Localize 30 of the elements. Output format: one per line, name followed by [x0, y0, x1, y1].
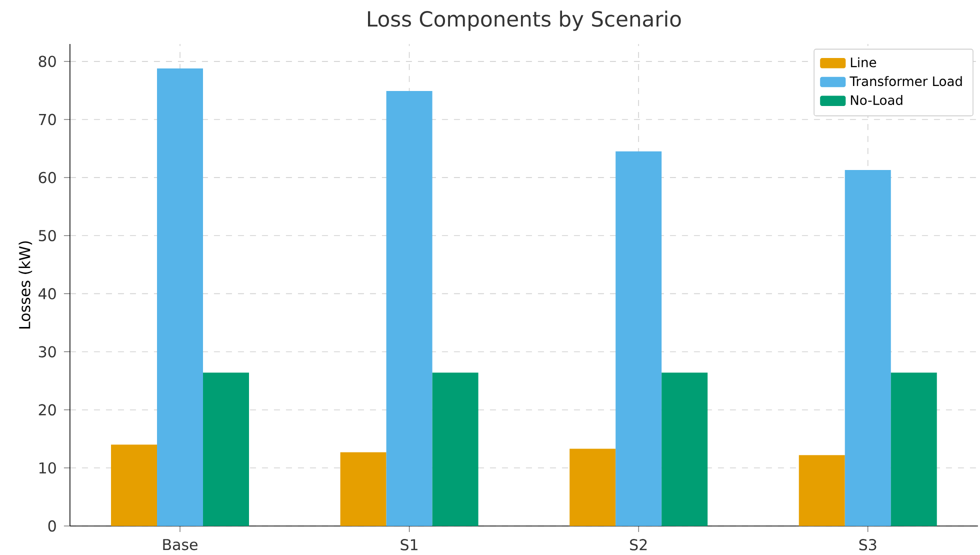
bar	[890, 372, 937, 526]
y-tick-label: 20	[38, 404, 56, 416]
x-tick-label: S2	[630, 539, 647, 550]
bar	[432, 372, 478, 526]
y-tick-label: 30	[38, 346, 56, 358]
x-tick-label: Base	[163, 539, 198, 550]
bar	[340, 452, 386, 526]
y-tick-label: 0	[48, 520, 56, 532]
y-tick-label: 80	[38, 56, 56, 68]
bar	[111, 444, 158, 526]
y-tick-label: 40	[38, 288, 56, 300]
y-tick-label: 50	[38, 230, 56, 242]
chart-title: Loss Components by Scenario	[368, 10, 681, 31]
legend-label: Line	[850, 57, 876, 68]
x-tick-label: S3	[859, 539, 876, 550]
y-tick-label: 10	[39, 462, 56, 474]
y-tick-label: 70	[39, 114, 56, 126]
bar	[386, 91, 432, 526]
legend-label: No-Load	[850, 94, 902, 106]
bar	[616, 151, 662, 526]
y-tick-label: 60	[38, 172, 56, 184]
legend-label: Transformer Load	[850, 76, 962, 86]
y-axis-title: Losses (kW)	[18, 241, 32, 328]
bar	[662, 372, 708, 526]
bar	[798, 455, 845, 526]
bar	[570, 448, 616, 526]
bar	[844, 170, 891, 526]
bar	[157, 68, 204, 526]
x-tick-label: S1	[400, 539, 418, 550]
bar	[203, 372, 250, 526]
